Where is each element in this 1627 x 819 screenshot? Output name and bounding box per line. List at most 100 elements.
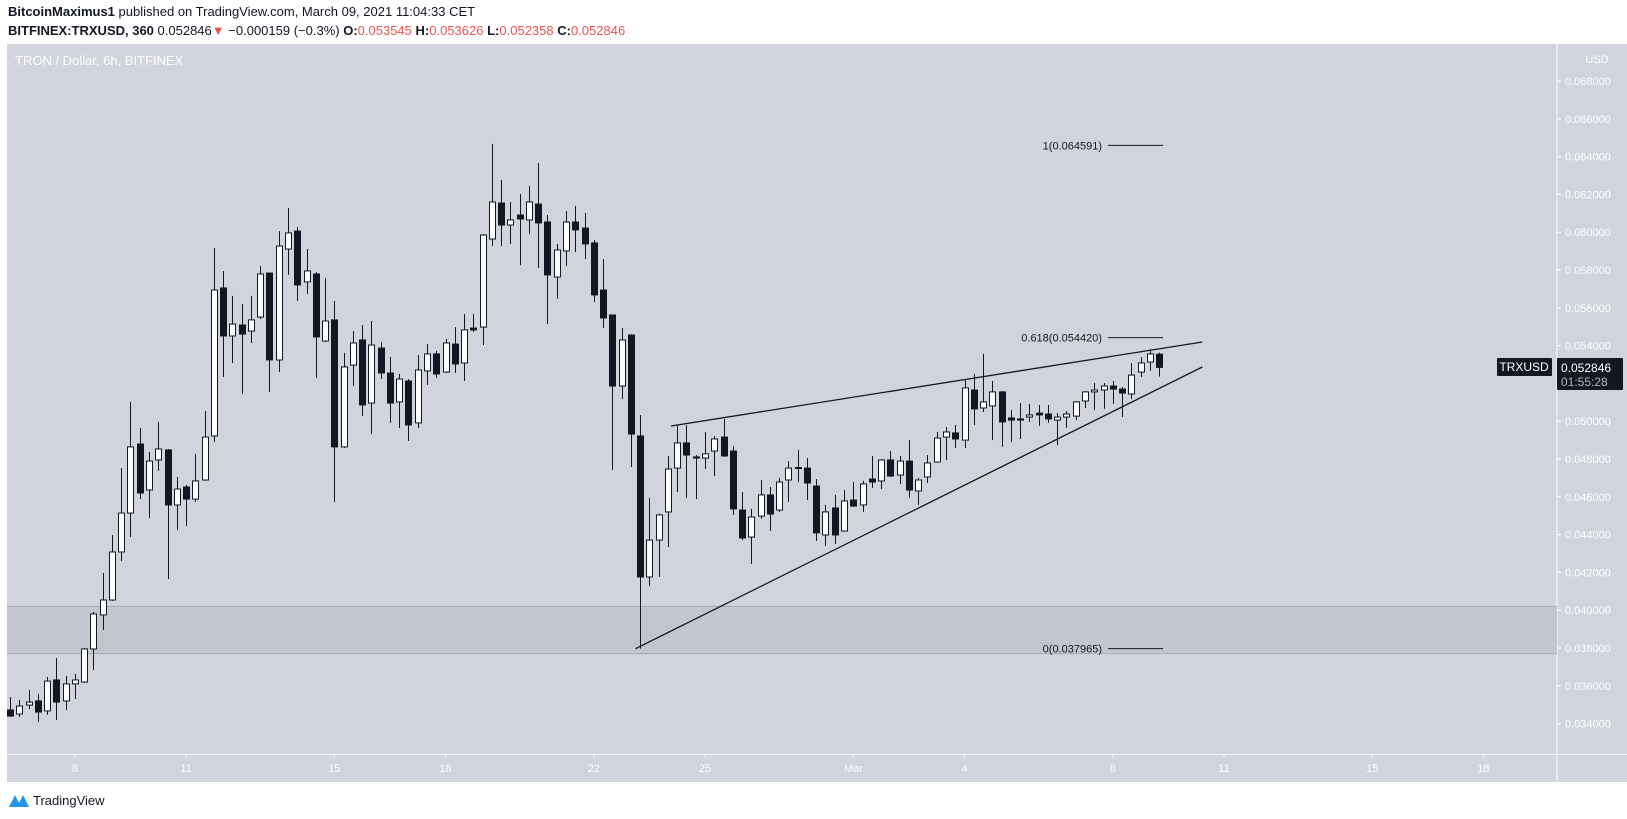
candle-body (1156, 353, 1163, 368)
candle-body (378, 347, 385, 374)
candle-up (1128, 362, 1135, 400)
candle-body (1138, 362, 1145, 373)
candle-body (165, 449, 172, 506)
candle-up (934, 431, 941, 463)
x-tick-label: 18 (439, 763, 451, 775)
candle-body (415, 369, 422, 424)
candle-body (600, 289, 607, 319)
candle-down (1110, 380, 1117, 405)
candle-body (609, 314, 616, 387)
symbol-name: BITFINEX:TRXUSD, 360 (8, 23, 154, 38)
candle-body (804, 467, 811, 484)
candle-body (544, 221, 551, 276)
candle-down (609, 314, 616, 470)
candle-up (554, 243, 561, 299)
symbol-price-label: TRXUSD 0.052846 01:55:28 (1497, 358, 1623, 390)
candle-body (127, 446, 134, 514)
y-tick-label: 0.054000 (1565, 341, 1611, 353)
y-tick-label: 0.040000 (1565, 605, 1611, 617)
low-label: L: (487, 23, 500, 38)
candle-up (480, 234, 487, 346)
candle-up (841, 489, 848, 532)
candle-body (526, 201, 533, 221)
x-tick-label: 8 (1110, 763, 1116, 775)
candle-up (100, 572, 107, 631)
candle-body (507, 219, 514, 226)
candle-up (1026, 404, 1033, 422)
candle-up (415, 355, 422, 429)
candle-body (146, 460, 153, 491)
candle-down (693, 455, 700, 500)
candle-body (433, 353, 440, 375)
candle-body (443, 342, 450, 373)
candle-body (674, 442, 681, 469)
price-change: −0.000159 (−0.3%) (228, 23, 340, 38)
candle-down (331, 300, 338, 502)
candle-body (452, 343, 459, 365)
candle-up (1082, 390, 1089, 408)
candle-body (739, 509, 746, 539)
candle-body (424, 353, 431, 372)
candle-up (924, 455, 931, 484)
candle-up (822, 504, 829, 546)
y-tick-label: 0.058000 (1565, 265, 1611, 277)
candle-body (822, 511, 829, 536)
y-tick-label: 0.046000 (1565, 492, 1611, 504)
candle-body (554, 249, 561, 278)
candle-down (1156, 352, 1163, 377)
y-tick-label: 0.060000 (1565, 227, 1611, 239)
candle-body (387, 372, 394, 404)
author-name[interactable]: BitcoinMaximus1 (8, 4, 115, 19)
candle-up (424, 344, 431, 385)
candle-body (646, 539, 653, 578)
candle-up (1138, 356, 1145, 377)
price-axis[interactable] (1557, 44, 1627, 754)
y-tick-label: 0.056000 (1565, 303, 1611, 315)
candle-up (507, 201, 514, 244)
y-tick-label: 0.068000 (1565, 76, 1611, 88)
candle-body (229, 323, 236, 337)
candle-body (1045, 413, 1052, 420)
candle-up (980, 353, 987, 412)
candle-body (341, 366, 348, 448)
candle-body (582, 227, 589, 245)
candle-up (526, 186, 533, 235)
y-tick-label: 0.036000 (1565, 681, 1611, 693)
candle-up (90, 611, 97, 670)
candle-body (322, 320, 329, 342)
candle-body (693, 456, 700, 459)
candle-body (1110, 385, 1117, 390)
open-label: O: (343, 23, 358, 38)
candle-body (489, 201, 496, 240)
candle-down (405, 379, 412, 442)
candle-up (1073, 401, 1080, 421)
candle-up (443, 338, 450, 374)
symbol-tag: TRXUSD (1499, 360, 1549, 374)
candle-up (322, 277, 329, 343)
candle-body (962, 387, 969, 441)
candle-body (637, 435, 644, 578)
candle-body (396, 378, 403, 403)
candle-body (721, 436, 728, 457)
candle-down (869, 455, 876, 488)
candle-body (211, 289, 218, 437)
candle-down (239, 304, 246, 394)
candle-down (535, 163, 542, 268)
candle-body (711, 438, 718, 452)
candle-up (211, 248, 218, 442)
candle-up (127, 401, 134, 538)
candle-up (118, 468, 125, 562)
candle-body (785, 467, 792, 481)
candle-up (285, 208, 292, 275)
candle-body (90, 613, 97, 650)
candle-body (35, 700, 42, 713)
time-axis[interactable] (7, 754, 1627, 782)
candle-up (1147, 349, 1154, 371)
candle-body (276, 245, 283, 361)
candle-up (989, 380, 996, 441)
tradingview-logo[interactable]: TradingView (8, 792, 105, 808)
candle-down (544, 215, 551, 325)
candle-up (146, 452, 153, 518)
candle-body (1147, 353, 1154, 363)
